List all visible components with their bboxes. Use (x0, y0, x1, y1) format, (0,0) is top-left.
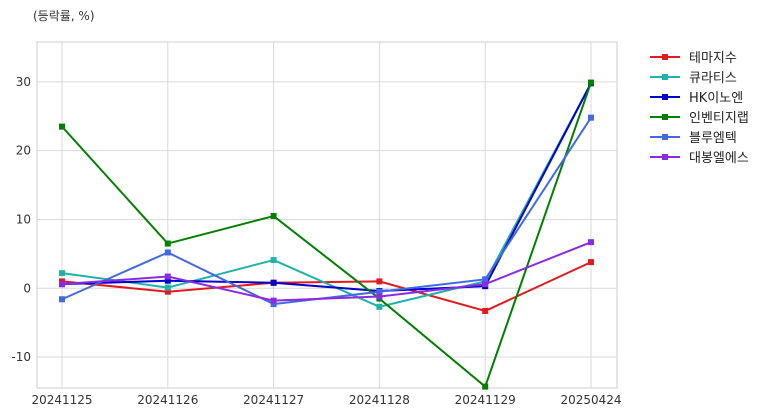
y-axis-label: (등락률, %) (33, 9, 95, 23)
data-point (482, 281, 489, 288)
y-tick-label: -10 (11, 350, 31, 364)
legend-marker (662, 54, 668, 60)
data-point (588, 114, 594, 121)
series-line (61, 82, 592, 389)
data-point (270, 257, 277, 264)
data-point (270, 301, 277, 308)
legend-item: 블루엠텍 (650, 131, 737, 146)
data-point (59, 281, 65, 288)
x-tick-labels: 20241125 20241126 20241127 20241128 20241129… (31, 393, 621, 407)
data-point (164, 288, 171, 295)
data-point (164, 273, 171, 280)
legend-label: 인벤티지랩 (689, 111, 749, 126)
legend-item: 큐라티스 (650, 71, 737, 86)
data-point (164, 240, 171, 247)
data-point (59, 123, 65, 130)
legend-marker (662, 94, 668, 100)
legend-item: 대봉엘에스 (650, 151, 749, 166)
series-line (61, 261, 592, 313)
data-point (376, 288, 383, 295)
plot-area (36, 41, 618, 389)
legend-label: 큐라티스 (689, 71, 737, 86)
series-group (59, 239, 594, 304)
data-point (164, 249, 171, 256)
legend-label: 테마지수 (689, 51, 737, 66)
legend-item: 테마지수 (650, 51, 737, 66)
series-lines (59, 79, 594, 390)
data-point (482, 307, 489, 314)
data-point (270, 213, 277, 220)
legend-label: 대봉엘에스 (689, 151, 749, 166)
y-tick-labels: -10 0 10 20 30 (11, 75, 31, 364)
x-tick-label: 20241127 (243, 393, 304, 407)
data-point (164, 284, 171, 291)
x-tick-label: 20250424 (560, 393, 621, 407)
legend-item: HK이노엔 (650, 91, 743, 106)
legend-label: 블루엠텍 (689, 131, 737, 146)
data-point (270, 297, 277, 304)
legend-item: 인벤티지랩 (650, 111, 749, 126)
data-point (376, 278, 383, 285)
legend-marker (662, 134, 668, 140)
data-point (376, 293, 383, 300)
legend-marker (662, 74, 668, 80)
data-point (588, 239, 594, 246)
series-line (61, 241, 592, 302)
data-point (164, 277, 171, 284)
data-point (59, 296, 65, 303)
data-point (270, 279, 277, 286)
y-tick-label: 10 (16, 212, 31, 226)
data-point (59, 270, 65, 277)
data-point (588, 79, 594, 86)
legend-marker (662, 154, 668, 160)
x-tick-label: 20241125 (31, 393, 92, 407)
data-point (376, 303, 383, 310)
legend-label: HK이노엔 (689, 91, 743, 106)
legend-marker (662, 114, 668, 120)
data-point (588, 259, 594, 266)
x-tick-label: 20241126 (137, 393, 198, 407)
y-tick-label: 30 (16, 75, 31, 89)
data-point (482, 383, 489, 390)
y-tick-label: 20 (16, 144, 31, 158)
series-line (61, 82, 592, 308)
data-point (482, 276, 489, 283)
x-tick-label: 20241129 (455, 393, 516, 407)
x-tick-label: 20241128 (349, 393, 410, 407)
y-tick-label: 0 (23, 281, 31, 295)
